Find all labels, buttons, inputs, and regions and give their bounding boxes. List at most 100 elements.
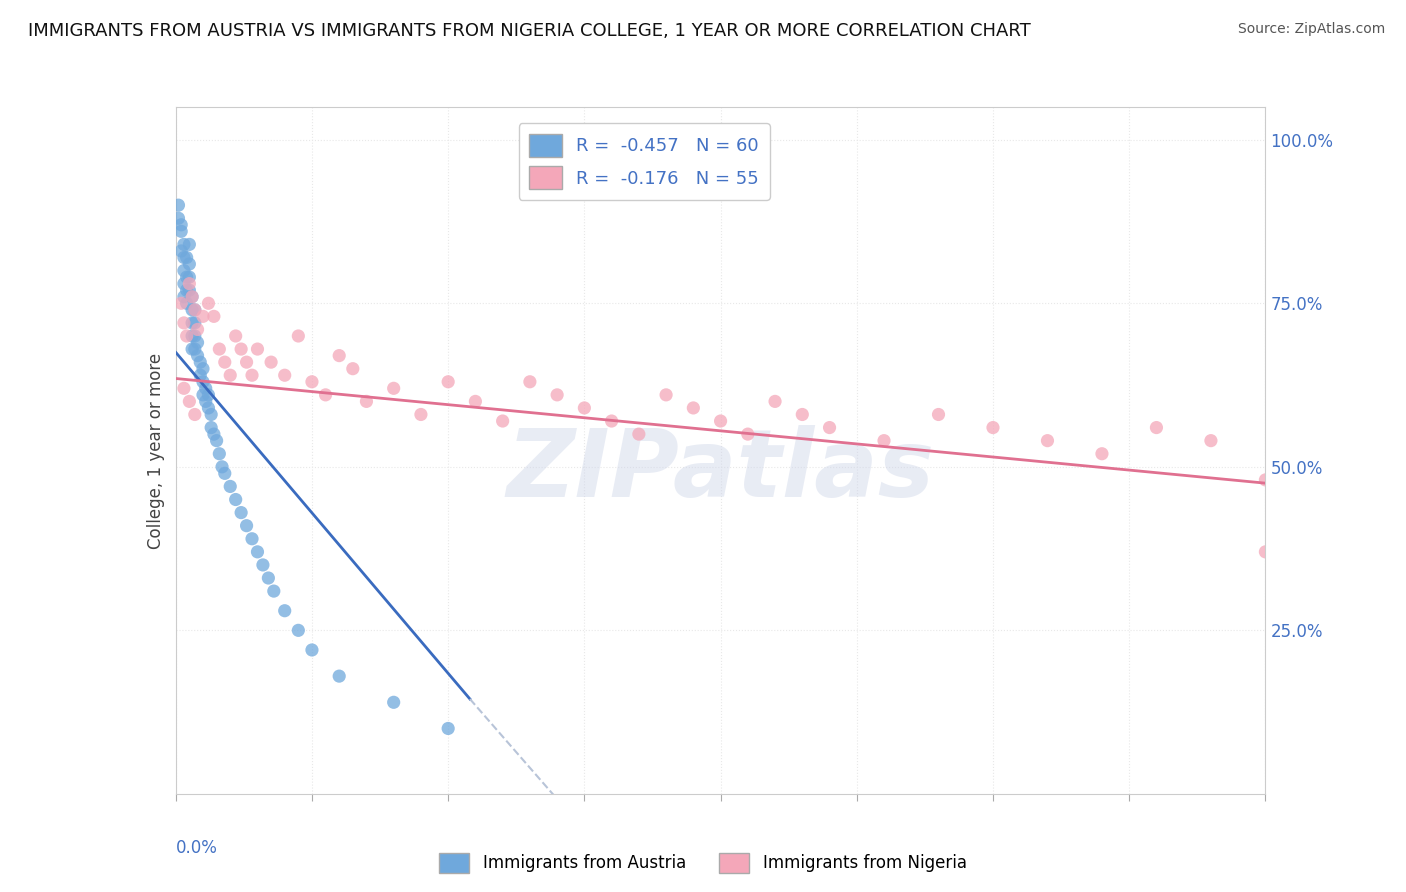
Point: [179, 270, 201, 285]
Point: [737, 427, 759, 442]
Point: [257, 571, 280, 585]
Point: [274, 604, 297, 618]
Point: [173, 237, 195, 252]
Point: [235, 518, 257, 533]
Point: [263, 584, 285, 599]
Point: [176, 329, 198, 343]
Point: [208, 447, 231, 461]
Point: [546, 388, 568, 402]
Point: [197, 401, 219, 415]
Point: [246, 342, 269, 356]
Point: [202, 310, 225, 324]
Point: [1144, 420, 1167, 434]
Point: [200, 420, 222, 434]
Point: [186, 335, 209, 350]
Point: [818, 420, 841, 434]
Point: [437, 722, 460, 736]
Point: [179, 394, 201, 409]
Text: ZIPatlas: ZIPatlas: [506, 425, 935, 517]
Point: [188, 368, 211, 383]
Point: [328, 669, 350, 683]
Point: [274, 368, 297, 383]
Point: [184, 302, 207, 317]
Point: [176, 283, 198, 297]
Legend: R =  -0.457   N = 60, R =  -0.176   N = 55: R = -0.457 N = 60, R = -0.176 N = 55: [519, 123, 770, 200]
Point: [246, 545, 269, 559]
Point: [170, 218, 193, 232]
Point: [235, 355, 257, 369]
Point: [655, 388, 678, 402]
Point: [200, 408, 222, 422]
Point: [170, 224, 193, 238]
Point: [928, 408, 950, 422]
Point: [176, 270, 198, 285]
Point: [225, 329, 247, 343]
Point: [710, 414, 733, 428]
Point: [627, 427, 650, 442]
Point: [211, 459, 233, 474]
Point: [186, 349, 209, 363]
Point: [301, 643, 323, 657]
Point: [328, 349, 350, 363]
Text: 0.0%: 0.0%: [176, 838, 218, 856]
Point: [181, 329, 204, 343]
Point: [176, 251, 198, 265]
Point: [252, 558, 274, 572]
Point: [188, 355, 211, 369]
Point: [873, 434, 896, 448]
Point: [181, 302, 204, 317]
Point: [225, 492, 247, 507]
Point: [287, 329, 309, 343]
Point: [301, 375, 323, 389]
Point: [181, 316, 204, 330]
Point: [792, 408, 814, 422]
Point: [260, 355, 283, 369]
Point: [181, 290, 204, 304]
Point: [240, 532, 263, 546]
Point: [231, 342, 253, 356]
Point: [184, 302, 207, 317]
Point: [1199, 434, 1222, 448]
Point: [184, 408, 207, 422]
Point: [179, 277, 201, 291]
Point: [173, 316, 195, 330]
Point: [214, 467, 236, 481]
Point: [574, 401, 596, 415]
Point: [170, 244, 193, 258]
Point: [184, 342, 207, 356]
Y-axis label: College, 1 year or more: College, 1 year or more: [146, 352, 165, 549]
Point: [179, 257, 201, 271]
Point: [1036, 434, 1059, 448]
Point: [315, 388, 337, 402]
Point: [170, 296, 193, 310]
Point: [219, 368, 242, 383]
Point: [202, 427, 225, 442]
Point: [1254, 545, 1277, 559]
Point: [197, 296, 219, 310]
Point: [464, 394, 486, 409]
Point: [173, 290, 195, 304]
Point: [173, 263, 195, 277]
Point: [287, 624, 309, 638]
Text: IMMIGRANTS FROM AUSTRIA VS IMMIGRANTS FROM NIGERIA COLLEGE, 1 YEAR OR MORE CORRE: IMMIGRANTS FROM AUSTRIA VS IMMIGRANTS FR…: [28, 22, 1031, 40]
Point: [184, 329, 207, 343]
Point: [191, 375, 214, 389]
Point: [167, 211, 190, 226]
Point: [181, 342, 204, 356]
Point: [205, 434, 228, 448]
Point: [600, 414, 623, 428]
Point: [191, 310, 214, 324]
Point: [981, 420, 1004, 434]
Point: [179, 237, 201, 252]
Point: [763, 394, 786, 409]
Point: [194, 394, 217, 409]
Point: [194, 381, 217, 395]
Point: [208, 342, 231, 356]
Point: [382, 381, 405, 395]
Point: [186, 322, 209, 336]
Point: [240, 368, 263, 383]
Point: [682, 401, 704, 415]
Point: [231, 506, 253, 520]
Point: [437, 375, 460, 389]
Point: [184, 316, 207, 330]
